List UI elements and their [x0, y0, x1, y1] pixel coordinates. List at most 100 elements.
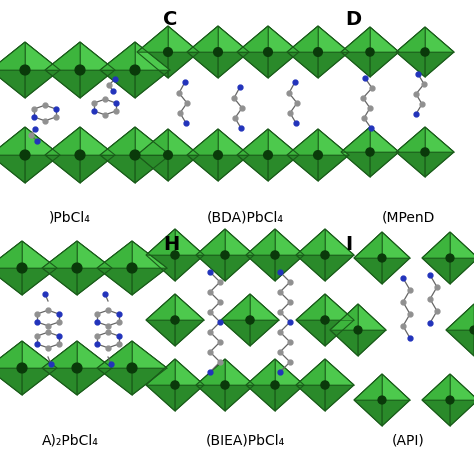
Text: D: D — [345, 10, 361, 29]
Polygon shape — [450, 232, 474, 258]
Polygon shape — [275, 229, 304, 281]
Polygon shape — [221, 294, 250, 320]
Circle shape — [378, 254, 386, 262]
Polygon shape — [370, 127, 399, 152]
Polygon shape — [237, 129, 268, 155]
Polygon shape — [296, 229, 325, 255]
Polygon shape — [77, 241, 112, 295]
Polygon shape — [446, 304, 474, 330]
Polygon shape — [275, 229, 304, 255]
Polygon shape — [175, 229, 204, 281]
Polygon shape — [132, 341, 167, 395]
Polygon shape — [80, 42, 115, 70]
Polygon shape — [425, 27, 454, 52]
Polygon shape — [225, 359, 254, 385]
Circle shape — [127, 263, 137, 273]
Circle shape — [130, 150, 140, 160]
Circle shape — [321, 251, 329, 259]
Polygon shape — [168, 129, 199, 155]
Text: (BIEA)PbCl₄: (BIEA)PbCl₄ — [205, 433, 284, 447]
Polygon shape — [422, 374, 450, 426]
Text: (BDA)PbCl₄: (BDA)PbCl₄ — [207, 210, 283, 224]
Polygon shape — [341, 27, 370, 52]
Polygon shape — [330, 304, 358, 356]
Polygon shape — [80, 127, 115, 155]
Circle shape — [366, 148, 374, 156]
Polygon shape — [382, 232, 410, 258]
Polygon shape — [341, 127, 370, 177]
Polygon shape — [187, 129, 218, 155]
Polygon shape — [354, 232, 382, 284]
Circle shape — [221, 251, 229, 259]
Polygon shape — [146, 229, 175, 281]
Polygon shape — [225, 359, 254, 411]
Polygon shape — [42, 341, 77, 395]
Polygon shape — [246, 229, 275, 255]
Circle shape — [354, 326, 362, 334]
Polygon shape — [425, 127, 454, 177]
Circle shape — [127, 363, 137, 373]
Circle shape — [171, 381, 179, 389]
Polygon shape — [246, 229, 275, 281]
Circle shape — [214, 151, 222, 159]
Circle shape — [164, 151, 173, 159]
Circle shape — [321, 316, 329, 324]
Polygon shape — [25, 42, 60, 70]
Polygon shape — [218, 129, 249, 155]
Circle shape — [446, 254, 454, 262]
Polygon shape — [422, 232, 450, 258]
Polygon shape — [396, 27, 425, 52]
Polygon shape — [175, 294, 204, 320]
Polygon shape — [275, 359, 304, 411]
Polygon shape — [100, 127, 135, 183]
Polygon shape — [187, 129, 218, 181]
Polygon shape — [287, 129, 318, 181]
Polygon shape — [137, 129, 168, 155]
Polygon shape — [45, 127, 80, 155]
Polygon shape — [45, 42, 80, 98]
Polygon shape — [422, 374, 450, 400]
Polygon shape — [196, 359, 225, 385]
Polygon shape — [250, 294, 279, 346]
Polygon shape — [325, 359, 354, 385]
Circle shape — [314, 48, 322, 56]
Polygon shape — [396, 127, 425, 177]
Polygon shape — [168, 26, 199, 78]
Text: A)₂PbCl₄: A)₂PbCl₄ — [42, 433, 99, 447]
Polygon shape — [425, 127, 454, 152]
Polygon shape — [422, 232, 450, 284]
Circle shape — [264, 151, 273, 159]
Polygon shape — [168, 129, 199, 181]
Polygon shape — [77, 341, 112, 395]
Polygon shape — [137, 26, 168, 52]
Polygon shape — [382, 232, 410, 284]
Polygon shape — [218, 129, 249, 181]
Polygon shape — [77, 341, 112, 368]
Polygon shape — [137, 26, 168, 78]
Polygon shape — [370, 127, 399, 177]
Polygon shape — [287, 26, 318, 78]
Polygon shape — [341, 27, 370, 77]
Polygon shape — [42, 241, 77, 295]
Polygon shape — [175, 294, 204, 346]
Polygon shape — [370, 27, 399, 52]
Polygon shape — [382, 374, 410, 426]
Polygon shape — [325, 359, 354, 411]
Polygon shape — [237, 26, 268, 52]
Circle shape — [72, 363, 82, 373]
Circle shape — [164, 48, 173, 56]
Polygon shape — [296, 359, 325, 385]
Polygon shape — [187, 26, 218, 52]
Polygon shape — [146, 294, 175, 320]
Polygon shape — [0, 241, 22, 295]
Polygon shape — [268, 26, 299, 78]
Circle shape — [378, 396, 386, 404]
Polygon shape — [318, 129, 349, 155]
Polygon shape — [97, 341, 132, 395]
Polygon shape — [97, 241, 132, 268]
Polygon shape — [0, 241, 22, 268]
Polygon shape — [354, 374, 382, 400]
Circle shape — [130, 65, 140, 75]
Circle shape — [421, 148, 429, 156]
Circle shape — [171, 251, 179, 259]
